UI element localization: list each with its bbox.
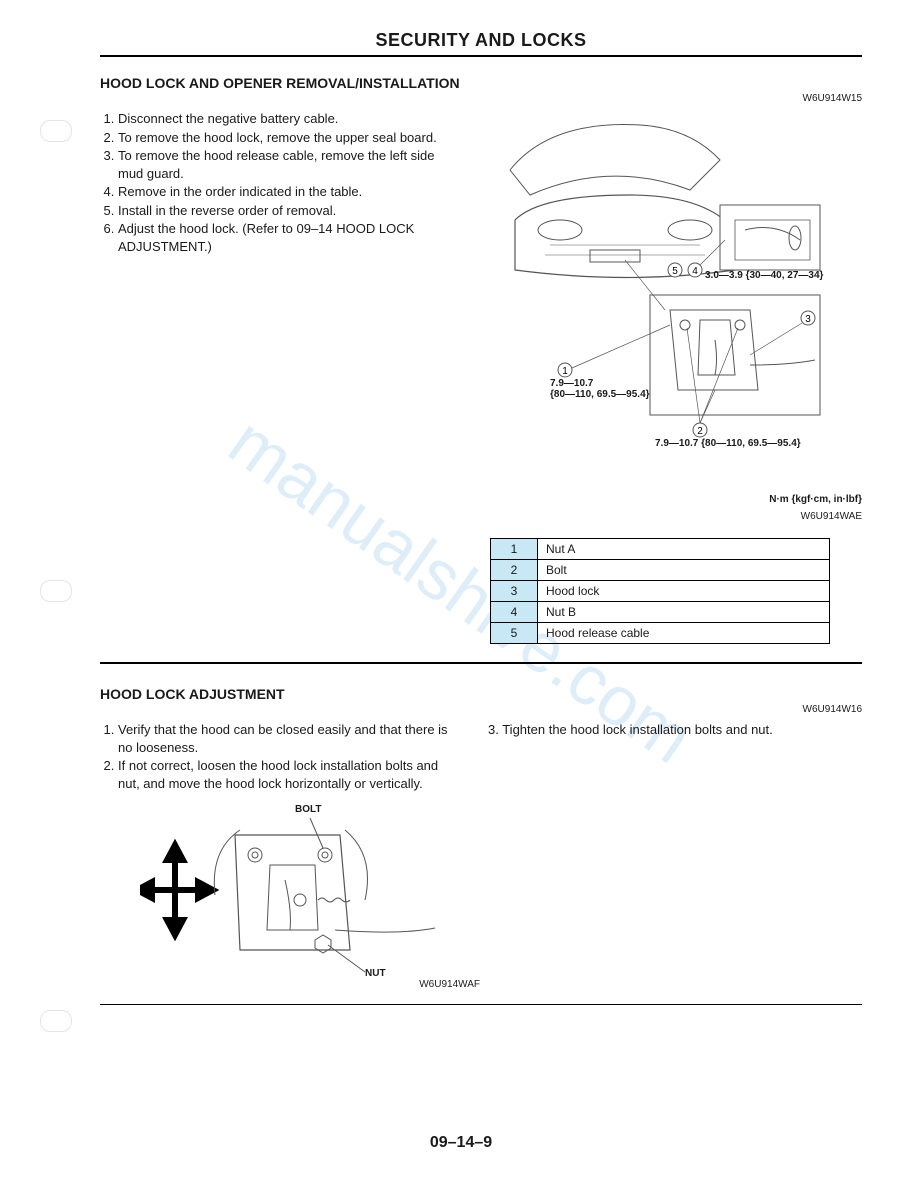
section2-right: 3. Tighten the hood lock installation bo… xyxy=(488,721,862,990)
section2-steps: Verify that the hood can be closed easil… xyxy=(100,721,460,792)
section1-steps-col: Disconnect the negative battery cable. T… xyxy=(100,110,460,644)
table-row: 3Hood lock xyxy=(491,581,830,602)
table-row: 4Nut B xyxy=(491,602,830,623)
table-row: 2Bolt xyxy=(491,560,830,581)
step: To remove the hood release cable, remove… xyxy=(118,147,460,182)
page-header: SECURITY AND LOCKS xyxy=(100,30,862,57)
section2-title: HOOD LOCK ADJUSTMENT xyxy=(100,686,862,702)
page-number: 09–14–9 xyxy=(0,1134,922,1152)
adjustment-diagram: BOLT NUT W6U914WAF xyxy=(140,800,440,990)
table-row: 1Nut A xyxy=(491,539,830,560)
step: 3. Tighten the hood lock installation bo… xyxy=(488,722,773,737)
nut-label: NUT xyxy=(365,968,386,979)
svg-text:3: 3 xyxy=(805,314,811,325)
step: To remove the hood lock, remove the uppe… xyxy=(118,129,460,147)
svg-text:4: 4 xyxy=(692,266,698,277)
section1-diagram-col: 5 4 3 xyxy=(480,110,862,644)
bolt-label: BOLT xyxy=(295,804,321,815)
svg-text:5: 5 xyxy=(672,266,678,277)
step: Adjust the hood lock. (Refer to 09–14 HO… xyxy=(118,220,460,255)
section2-ref: W6U914W16 xyxy=(100,704,862,715)
section1-ref: W6U914W15 xyxy=(100,93,862,104)
step: If not correct, loosen the hood lock ins… xyxy=(118,757,460,792)
svg-text:2: 2 xyxy=(697,426,703,437)
diagram-code-2: W6U914WAF xyxy=(419,979,480,990)
torque-label-1: 7.9—10.7 {80—110, 69.5—95.4} xyxy=(550,378,650,400)
diagram-code-1: W6U914WAE xyxy=(480,511,862,522)
step: Remove in the order indicated in the tab… xyxy=(118,183,460,201)
section1-steps: Disconnect the negative battery cable. T… xyxy=(100,110,460,255)
section-divider xyxy=(100,662,862,664)
table-row: 5Hood release cable xyxy=(491,623,830,644)
parts-table: 1Nut A 2Bolt 3Hood lock 4Nut B 5Hood rel… xyxy=(490,538,830,644)
section1-title: HOOD LOCK AND OPENER REMOVAL/INSTALLATIO… xyxy=(100,75,862,91)
units: N·m {kgf·cm, in·lbf} xyxy=(480,494,862,505)
section-end-rule xyxy=(100,1004,862,1005)
torque-label-3: 3.0—3.9 {30—40, 27—34} xyxy=(705,270,823,281)
torque-label-2: 7.9—10.7 {80—110, 69.5—95.4} xyxy=(655,438,801,449)
manual-page: SECURITY AND LOCKS HOOD LOCK AND OPENER … xyxy=(0,0,922,1059)
step: Disconnect the negative battery cable. xyxy=(118,110,460,128)
svg-text:1: 1 xyxy=(562,366,568,377)
hood-diagram: 5 4 3 xyxy=(490,110,830,490)
step: Verify that the hood can be closed easil… xyxy=(118,721,460,756)
step: Install in the reverse order of removal. xyxy=(118,202,460,220)
section2-left: Verify that the hood can be closed easil… xyxy=(100,721,460,990)
